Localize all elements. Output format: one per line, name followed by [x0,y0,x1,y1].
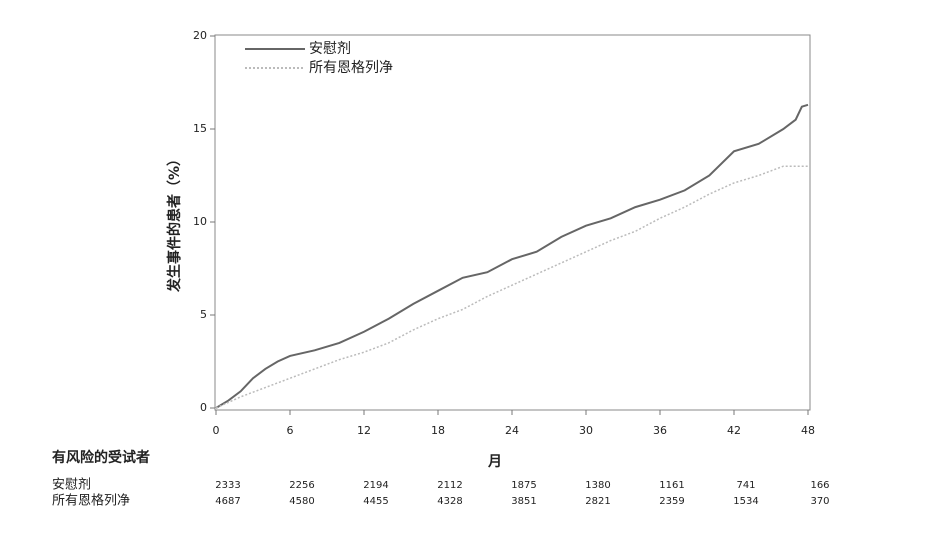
at-risk-value: 2359 [659,496,684,507]
x-tick-label: 12 [357,424,371,437]
plot-frame [214,34,811,411]
y-tick-label: 5 [200,308,207,321]
at-risk-value: 2194 [363,480,388,491]
legend-label: 所有恩格列净 [309,60,393,76]
x-axis-label: 月 [487,454,502,470]
at-risk-value: 1380 [585,480,610,491]
legend-label: 安慰剂 [309,40,351,57]
at-risk-value: 2821 [585,496,610,507]
x-tick-label: 0 [213,424,220,437]
series-line [215,103,809,409]
x-tick-label: 42 [727,424,741,437]
at-risk-value: 4687 [215,496,240,507]
x-tick-label: 30 [579,424,593,437]
y-tick-label: 0 [200,401,207,414]
at-risk-value: 3851 [511,496,536,507]
x-tick-label: 6 [287,424,294,437]
x-tick-label: 36 [653,424,667,437]
series-line [215,165,808,409]
at-risk-title: 有风险的受试者 [52,449,150,466]
y-tick-label: 20 [193,29,207,42]
y-tick-label: 15 [193,122,207,135]
y-axis-label: 发生事件的患者（%） [166,152,183,293]
at-risk-value: 1161 [659,480,684,491]
at-risk-row-label: 所有恩格列净 [52,493,130,509]
at-risk-row-label: 安慰剂 [52,478,91,493]
at-risk-value: 1534 [733,496,758,507]
y-tick-label: 10 [193,215,207,228]
x-tick-label: 48 [801,424,815,437]
at-risk-value: 2256 [289,480,314,491]
at-risk-value: 2333 [215,480,240,491]
at-risk-value: 2112 [437,480,462,491]
x-tick-label: 18 [431,424,445,437]
at-risk-value: 4328 [437,496,462,507]
at-risk-value: 370 [810,496,829,507]
at-risk-value: 741 [736,480,755,491]
at-risk-value: 166 [810,480,829,491]
at-risk-value: 4580 [289,496,314,507]
at-risk-value: 4455 [363,496,388,507]
x-tick-label: 24 [505,424,519,437]
at-risk-value: 1875 [511,480,536,491]
